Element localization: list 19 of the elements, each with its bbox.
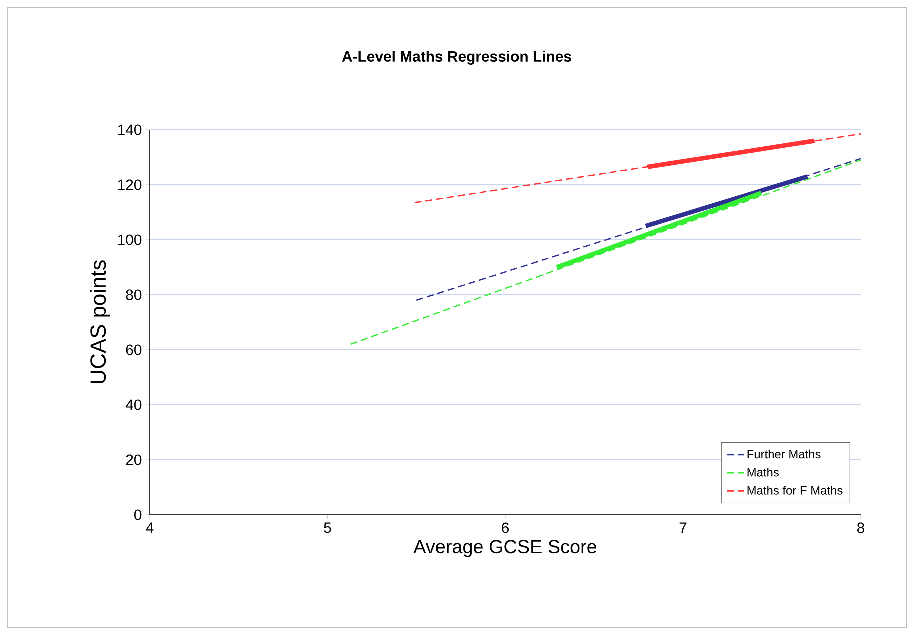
legend-label: Maths bbox=[748, 468, 779, 477]
y-tick-label: 60 bbox=[126, 344, 142, 356]
x-tick-label: 5 bbox=[324, 522, 332, 534]
y-tick-label: 0 bbox=[134, 510, 142, 520]
y-tick-label: 120 bbox=[118, 180, 142, 190]
x-tick-label: 4 bbox=[146, 522, 154, 534]
y-tick-label: 100 bbox=[118, 234, 142, 246]
y-tick-label: 40 bbox=[126, 400, 142, 410]
y-tick-label: 20 bbox=[126, 454, 142, 466]
x-tick-label: 8 bbox=[858, 522, 865, 534]
y-tick-label: 140 bbox=[118, 124, 142, 136]
x-tick-label: 6 bbox=[502, 522, 510, 534]
chart-title: A-Level Maths Regression Lines bbox=[342, 50, 572, 65]
legend-label: Further Maths bbox=[748, 450, 821, 459]
x-tick-label: 7 bbox=[680, 522, 687, 534]
legend-label: Maths for F Maths bbox=[748, 486, 843, 495]
x-axis-title: Average GCSE Score bbox=[414, 540, 597, 558]
y-tick-label: 80 bbox=[126, 290, 142, 300]
y-axis-title: UCAS points bbox=[90, 260, 110, 384]
